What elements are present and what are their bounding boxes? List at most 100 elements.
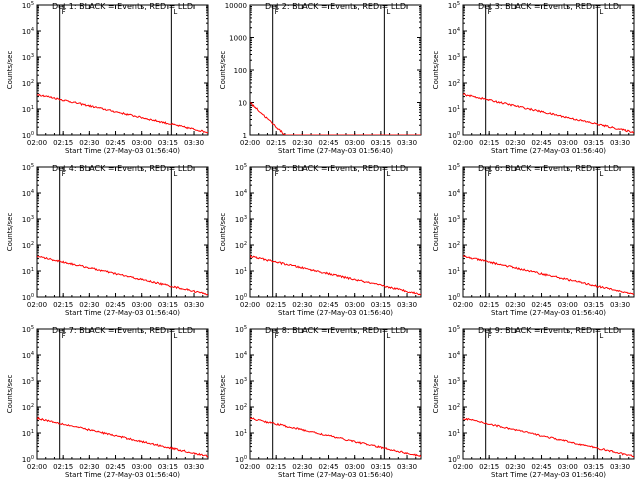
x-tick-label: 03:00 bbox=[345, 463, 365, 471]
y-tick-label: 102 bbox=[448, 241, 460, 250]
y-tick-label: 103 bbox=[448, 53, 460, 62]
y-tick-label: 104 bbox=[448, 189, 460, 198]
series-events-line bbox=[62, 214, 183, 277]
y-tick-exponent: 4 bbox=[244, 351, 247, 357]
y-tick-label: 102 bbox=[22, 79, 34, 88]
x-axis-label: Start Time (27-May-03 01:56:40) bbox=[491, 147, 606, 155]
x-tick-label: 02:30 bbox=[79, 463, 99, 471]
x-tick-label: 02:00 bbox=[27, 301, 47, 309]
y-tick-label: 101 bbox=[235, 429, 247, 438]
y-tick-exponent: 2 bbox=[457, 79, 460, 85]
y-tick-exponent: 2 bbox=[244, 403, 247, 409]
y-tick-label: 10 bbox=[238, 100, 247, 108]
y-tick-exponent: 1 bbox=[457, 429, 460, 435]
time-marker-flag: F bbox=[275, 332, 279, 340]
time-marker-flag: F bbox=[62, 170, 66, 178]
plot-frame bbox=[36, 166, 209, 298]
y-tick-label: 101 bbox=[448, 429, 460, 438]
y-tick-exponent: 0 bbox=[457, 293, 460, 299]
series-lld-line bbox=[463, 93, 634, 134]
y-tick-label: 103 bbox=[235, 377, 247, 386]
chart-title: Det 8: BLACK = Events, RED = LLD bbox=[265, 326, 406, 335]
y-tick-exponent: 2 bbox=[457, 403, 460, 409]
x-tick-label: 03:30 bbox=[184, 463, 204, 471]
y-tick-label: 105 bbox=[235, 163, 247, 172]
panel-det-7: Det 7: BLACK = Events, RED = LLD10010110… bbox=[6, 325, 209, 479]
y-tick-exponent: 5 bbox=[31, 325, 34, 331]
y-tick-exponent: 2 bbox=[457, 241, 460, 247]
chart-title: Det 7: BLACK = Events, RED = LLD bbox=[52, 326, 193, 335]
x-tick-label: 02:00 bbox=[240, 463, 260, 471]
chart-title: Det 9: BLACK = Events, RED = LLD bbox=[478, 326, 619, 335]
panel-det-1: Det 1: BLACK = Events, RED = LLD10010110… bbox=[6, 1, 209, 155]
y-axis-label: Counts/sec bbox=[219, 213, 227, 252]
y-tick-label: 103 bbox=[448, 377, 460, 386]
series-lld-line bbox=[37, 93, 208, 134]
x-tick-label: 02:15 bbox=[53, 463, 73, 471]
y-tick-label: 101 bbox=[448, 105, 460, 114]
y-tick-exponent: 1 bbox=[31, 105, 34, 111]
series-events-line bbox=[62, 376, 183, 439]
x-axis-label: Start Time (27-May-03 01:56:40) bbox=[65, 147, 180, 155]
x-axis-label: Start Time (27-May-03 01:56:40) bbox=[491, 471, 606, 479]
time-marker-flag: F bbox=[62, 332, 66, 340]
y-tick-label: 104 bbox=[448, 351, 460, 360]
y-tick-label: 105 bbox=[235, 325, 247, 334]
x-tick-label: 02:30 bbox=[505, 301, 525, 309]
y-tick-exponent: 2 bbox=[31, 403, 34, 409]
y-tick-exponent: 4 bbox=[31, 27, 34, 33]
x-tick-label: 02:45 bbox=[318, 463, 338, 471]
x-tick-label: 02:00 bbox=[27, 463, 47, 471]
y-tick-exponent: 5 bbox=[244, 163, 247, 169]
series-lld-line bbox=[463, 417, 634, 458]
series-lld-line bbox=[250, 102, 421, 135]
x-tick-label: 02:00 bbox=[453, 301, 473, 309]
y-tick-label: 101 bbox=[235, 267, 247, 276]
time-marker-flag: F bbox=[488, 332, 492, 340]
time-marker-flag: L bbox=[173, 170, 177, 178]
series-lld-line bbox=[37, 416, 208, 458]
y-tick-label: 1 bbox=[243, 132, 247, 140]
y-tick-label: 101 bbox=[22, 105, 34, 114]
x-tick-label: 02:15 bbox=[479, 301, 499, 309]
x-tick-label: 03:15 bbox=[158, 463, 178, 471]
y-tick-label: 105 bbox=[22, 325, 34, 334]
x-tick-label: 02:45 bbox=[531, 301, 551, 309]
y-tick-exponent: 1 bbox=[31, 429, 34, 435]
y-tick-label: 100 bbox=[234, 67, 247, 75]
y-axis-label: Counts/sec bbox=[6, 213, 14, 252]
y-tick-label: 105 bbox=[22, 1, 34, 10]
y-tick-label: 105 bbox=[448, 163, 460, 172]
x-tick-label: 02:30 bbox=[292, 301, 312, 309]
y-tick-exponent: 3 bbox=[244, 377, 247, 383]
series-events-line bbox=[275, 376, 396, 439]
x-tick-label: 02:15 bbox=[479, 139, 499, 147]
y-tick-label: 100 bbox=[22, 455, 34, 464]
y-tick-exponent: 0 bbox=[244, 293, 247, 299]
y-tick-exponent: 5 bbox=[244, 325, 247, 331]
y-tick-exponent: 2 bbox=[31, 241, 34, 247]
y-tick-label: 100 bbox=[235, 293, 247, 302]
y-tick-label: 100 bbox=[235, 455, 247, 464]
time-marker-flag: L bbox=[173, 8, 177, 16]
time-marker-flag: L bbox=[173, 332, 177, 340]
y-tick-exponent: 3 bbox=[31, 377, 34, 383]
y-tick-label: 102 bbox=[235, 241, 247, 250]
y-tick-exponent: 5 bbox=[31, 163, 34, 169]
plot-frame bbox=[462, 328, 635, 460]
y-axis-label: Counts/sec bbox=[432, 51, 440, 90]
y-tick-label: 101 bbox=[22, 267, 34, 276]
y-tick-label: 102 bbox=[22, 403, 34, 412]
y-tick-exponent: 2 bbox=[244, 241, 247, 247]
panel-det-2: Det 2: BLACK = Events, RED = LLD 1 10 100 10… bbox=[219, 2, 422, 155]
x-tick-label: 02:45 bbox=[105, 139, 125, 147]
y-tick-label: 105 bbox=[22, 163, 34, 172]
plot-frame bbox=[249, 4, 422, 136]
y-tick-exponent: 2 bbox=[31, 79, 34, 85]
y-tick-label: 104 bbox=[235, 189, 247, 198]
panel-det-6: Det 6: BLACK = Events, RED = LLD10010110… bbox=[432, 163, 635, 317]
y-tick-label: 105 bbox=[448, 1, 460, 10]
x-tick-label: 02:15 bbox=[479, 463, 499, 471]
y-tick-label: 104 bbox=[235, 351, 247, 360]
x-tick-label: 02:15 bbox=[266, 139, 286, 147]
